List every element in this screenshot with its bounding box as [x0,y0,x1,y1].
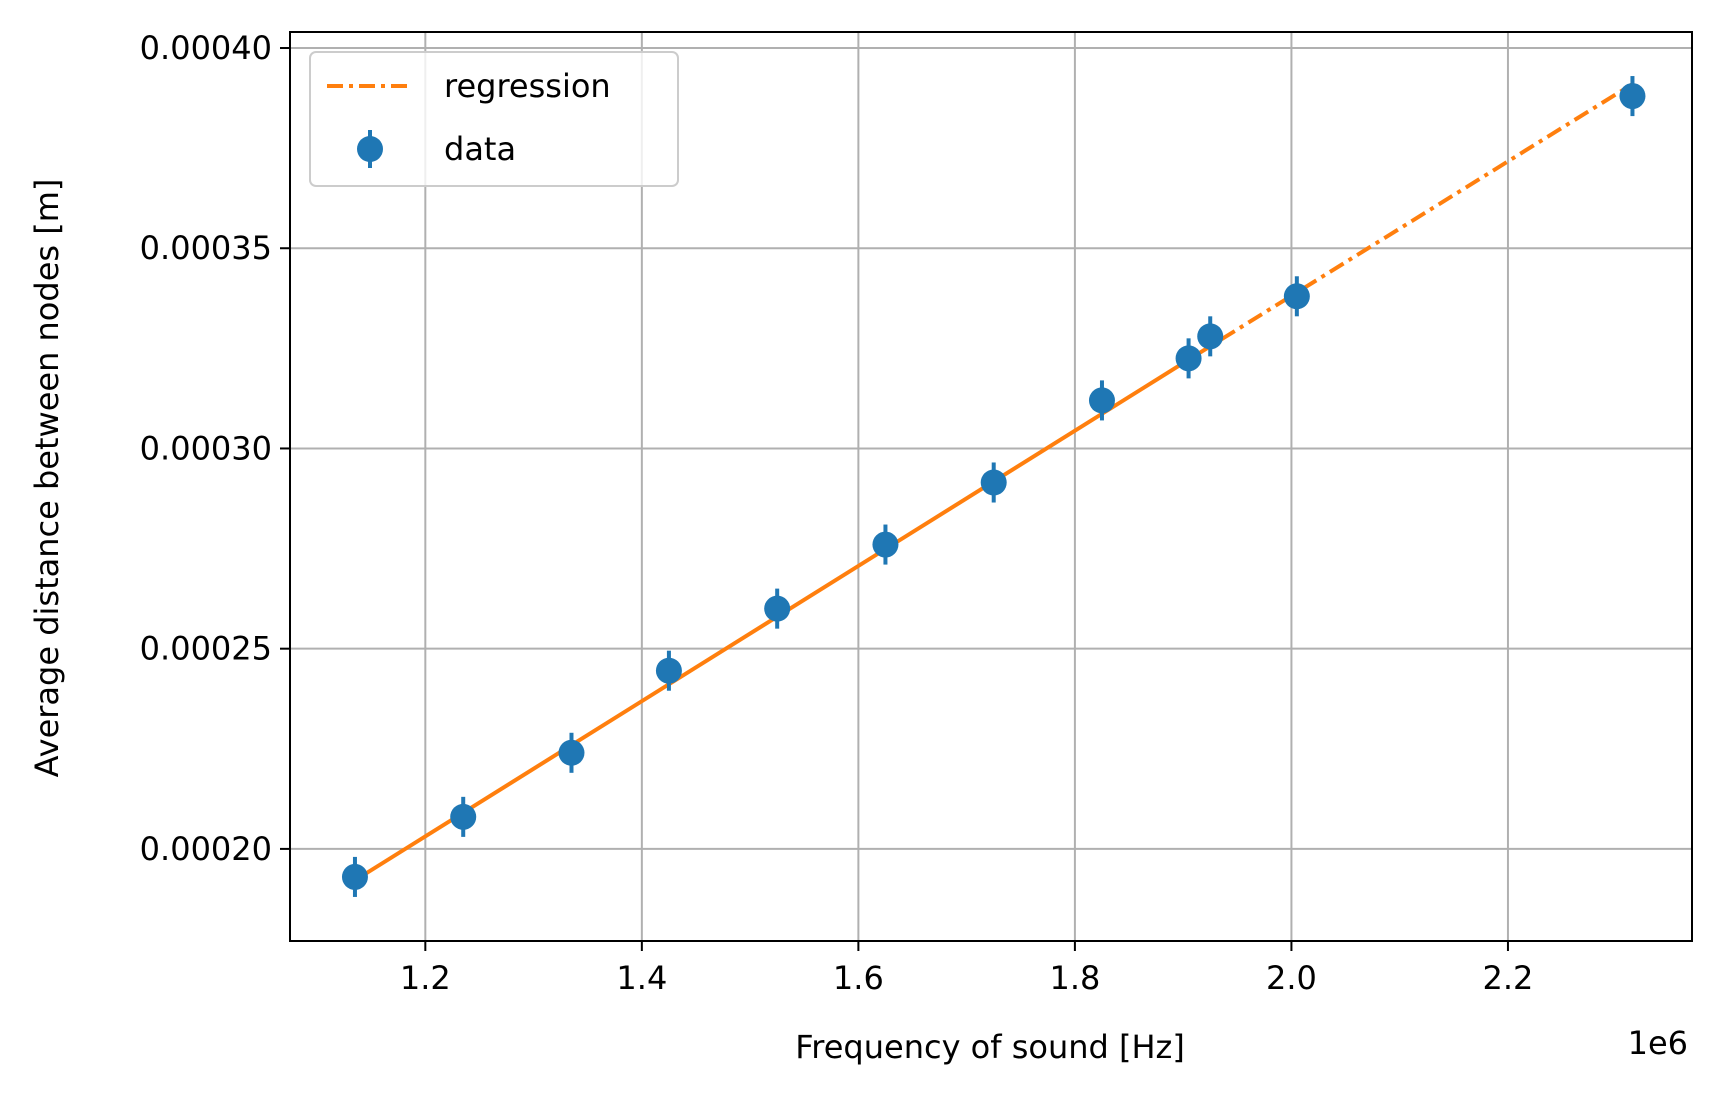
x-tick-label: 1.6 [833,959,884,997]
legend-data-label: data [444,130,516,168]
x-tick-label: 2.2 [1483,959,1534,997]
x-axis-offset-label: 1e6 [1628,1024,1688,1062]
plot-series [341,76,1646,897]
data-point [1283,276,1310,317]
data-point [764,588,791,629]
x-axis-title: Frequency of sound [Hz] [795,1028,1185,1066]
data-point [655,650,682,691]
data-marker [980,469,1007,496]
data-marker [872,531,899,558]
data-marker [558,739,585,766]
data-point [341,856,368,897]
y-tick-label: 0.00030 [140,429,272,467]
x-tick-label: 1.2 [400,959,451,997]
data-marker [341,863,368,890]
x-tick-label: 1.4 [616,959,667,997]
data-marker [1197,323,1224,350]
legend-data-swatch [357,130,383,168]
data-marker [764,595,791,622]
data-marker [450,803,477,830]
data-marker [1175,345,1202,372]
data-point [1619,76,1646,117]
x-tick-label: 1.8 [1049,959,1100,997]
data-marker [1088,387,1115,414]
y-tick-label: 0.00020 [140,830,272,868]
y-tick-label: 0.00025 [140,630,272,668]
data-point [980,462,1007,503]
data-point [1088,380,1115,421]
axis-ticks: 1.2 1.4 1.6 1.8 2.0 2.2 0.00020 0.00025 0.00030 0… [140,29,1534,997]
plot-frame [289,31,1693,942]
data-point [558,732,585,773]
data-marker [1619,83,1646,110]
data-marker [1283,283,1310,310]
data-point [450,796,477,837]
y-axis-title: Average distance between nodes [m] [28,179,66,778]
legend-regression-label: regression [444,67,611,105]
y-tick-label: 0.00035 [140,229,272,267]
x-tick-label: 2.0 [1266,959,1317,997]
data-marker [655,657,682,684]
data-point [872,524,899,565]
data-point [1175,338,1202,379]
legend: regression data [309,51,679,187]
regression-line-dashdot [1192,82,1634,359]
y-tick-label: 0.00040 [140,29,272,67]
data-point [1197,316,1224,357]
